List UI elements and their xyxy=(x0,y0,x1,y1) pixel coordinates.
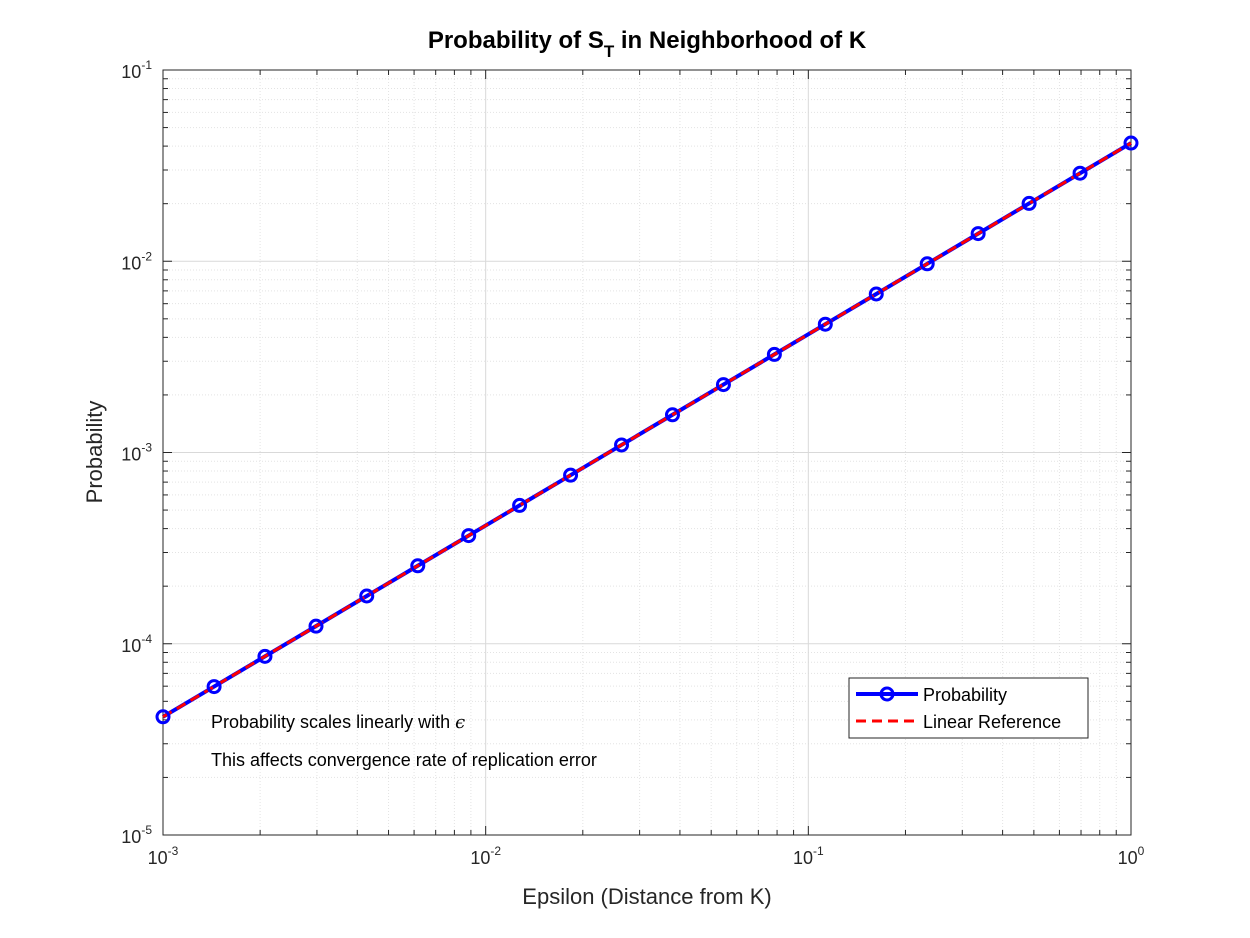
x-tick-label: 10-1 xyxy=(793,844,824,868)
series-probability-marker xyxy=(206,679,222,695)
x-tick-label-exponent: -1 xyxy=(813,844,824,858)
series-probability-marker xyxy=(1021,195,1037,211)
x-tick-label-base: 10 xyxy=(793,848,813,868)
series-probability-marker xyxy=(715,377,731,393)
chart-title-subscript: T xyxy=(604,42,615,61)
chart-title-rest: in Neighborhood of K xyxy=(614,27,867,54)
chart-title: Probability of ST in Neighborhood of K xyxy=(428,27,867,61)
y-tick-label: 10-3 xyxy=(121,441,152,465)
series-probability-marker xyxy=(1072,165,1088,181)
legend-probability-marker xyxy=(879,686,895,702)
y-tick-label-base: 10 xyxy=(121,636,141,656)
legend: Probability Linear Reference xyxy=(848,677,1089,739)
y-axis-label: Probability xyxy=(82,401,107,504)
series-probability-marker xyxy=(970,226,986,242)
x-tick-label-base: 10 xyxy=(1118,848,1138,868)
series-probability-marker xyxy=(461,528,477,544)
series-probability-marker xyxy=(257,648,273,664)
y-tick-label-base: 10 xyxy=(121,445,141,465)
y-tick-label-exponent: -2 xyxy=(141,249,152,263)
tick-marks xyxy=(162,69,1132,836)
annotation-1-symbol: ϵ xyxy=(455,712,465,733)
series-probability-marker xyxy=(664,407,680,423)
series-probability-marker xyxy=(614,437,630,453)
legend-linear-reference-label: Linear Reference xyxy=(923,712,1061,732)
y-tick-label-base: 10 xyxy=(121,253,141,273)
series-probability-marker xyxy=(512,497,528,513)
series-probability-marker xyxy=(563,467,579,483)
annotation-1: Probability scales linearly with ϵ xyxy=(211,712,465,733)
series-probability-marker xyxy=(919,256,935,272)
y-tick-label-exponent: -1 xyxy=(141,58,152,72)
x-tick-labels: 10-3 10-2 10-1 100 xyxy=(148,844,1145,868)
x-tick-label-exponent: -2 xyxy=(490,844,501,858)
y-tick-label: 10-5 xyxy=(121,823,152,847)
y-tick-label-base: 10 xyxy=(121,62,141,82)
series-probability-marker xyxy=(410,558,426,574)
series-probability-marker xyxy=(308,618,324,634)
legend-probability-label: Probability xyxy=(923,685,1007,705)
y-tick-label-exponent: -4 xyxy=(141,632,152,646)
series-linear-reference-line xyxy=(162,141,1132,719)
x-tick-label-base: 10 xyxy=(470,848,490,868)
x-tick-label: 10-3 xyxy=(148,844,179,868)
annotation-2: This affects convergence rate of replica… xyxy=(211,750,597,770)
series-probability-marker xyxy=(868,286,884,302)
x-tick-label: 100 xyxy=(1118,844,1145,868)
y-tick-label: 10-4 xyxy=(121,632,152,656)
series-probability-marker xyxy=(1123,135,1139,151)
series-probability-marker xyxy=(766,346,782,362)
x-tick-label-exponent: -3 xyxy=(168,844,179,858)
series-probability-marker xyxy=(359,588,375,604)
chart-title-main: Probability of S xyxy=(428,27,604,54)
x-tick-label-exponent: 0 xyxy=(1138,844,1145,858)
y-tick-label: 10-2 xyxy=(121,249,152,273)
y-tick-label-exponent: -3 xyxy=(141,441,152,455)
y-tick-label-base: 10 xyxy=(121,827,141,847)
x-tick-label-base: 10 xyxy=(148,848,168,868)
series-probability-marker xyxy=(817,316,833,332)
annotation-1-text: Probability scales linearly with xyxy=(211,712,455,732)
y-tick-label: 10-1 xyxy=(121,58,152,82)
minor-grid xyxy=(163,70,1131,835)
x-axis-label: Epsilon (Distance from K) xyxy=(522,884,771,909)
series-layer xyxy=(155,135,1139,725)
y-tick-label-exponent: -5 xyxy=(141,823,152,837)
x-tick-label: 10-2 xyxy=(470,844,501,868)
series-probability-marker xyxy=(155,709,171,725)
y-tick-labels: 10-510-410-310-210-1 xyxy=(121,58,152,847)
